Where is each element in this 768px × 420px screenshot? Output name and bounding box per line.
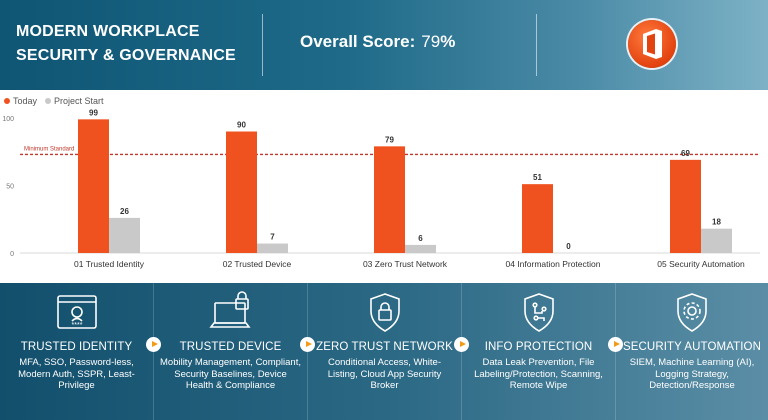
card-description: SIEM, Machine Learning (AI), Logging Str… <box>629 357 755 391</box>
data-label: 18 <box>712 218 721 227</box>
category-label: 04 Information Protection <box>506 259 601 269</box>
card-info-protection: Info Protection Data Leak Prevention, Fi… <box>462 283 615 420</box>
data-label: 6 <box>418 234 423 243</box>
card-zero-trust-network: Zero Trust Network Conditional Access, W… <box>308 283 461 420</box>
bar-today <box>226 131 257 253</box>
card-title: Zero Trust Network <box>316 341 453 353</box>
next-arrow-icon[interactable] <box>454 337 469 352</box>
card-description: Mobility Management, Compliant, Security… <box>160 357 301 391</box>
legend-swatch <box>4 98 10 104</box>
card-title: Security Automation <box>622 341 761 353</box>
legend-label: Project Start <box>54 96 104 106</box>
data-label: 7 <box>270 233 275 242</box>
score-unit: % <box>440 32 456 51</box>
card-title: Trusted Device <box>179 341 282 353</box>
bar-project-start <box>257 243 288 253</box>
score-chart: 0 50 100 Minimum Standard 99 26 01 Trusted Ide… <box>0 108 768 278</box>
header-banner: Modern Workplace Security & Governance O… <box>0 0 768 90</box>
next-arrow-icon[interactable] <box>146 337 161 352</box>
pillar-cards: **** Trusted Identity MFA, SSO, Password… <box>0 283 768 420</box>
identity-login-icon: **** <box>49 291 105 335</box>
office-logo-icon <box>628 20 676 68</box>
legend-item-today: Today <box>4 96 37 106</box>
bar-today <box>522 184 553 253</box>
svg-text:****: **** <box>71 322 82 329</box>
data-label: 0 <box>566 242 571 251</box>
shield-lock-icon <box>357 291 413 335</box>
card-description: Data Leak Prevention, File Labeling/Prot… <box>474 357 603 391</box>
card-security-automation: Security Automation SIEM, Machine Learni… <box>616 283 768 420</box>
overall-score: Overall Score: 79% <box>300 32 455 52</box>
shield-circuit-icon <box>511 291 567 335</box>
legend-label: Today <box>13 96 38 106</box>
card-trusted-identity: **** Trusted Identity MFA, SSO, Password… <box>0 283 153 420</box>
data-label: 79 <box>385 135 394 144</box>
category-label: 05 Security Automation <box>657 259 745 269</box>
bar-today <box>670 159 701 253</box>
chart-legend: Today Project Start <box>4 96 104 106</box>
next-arrow-icon[interactable] <box>608 337 623 352</box>
legend-swatch <box>45 98 52 104</box>
laptop-lock-icon <box>203 291 259 335</box>
card-description: MFA, SSO, Password-less, Modern Auth, SS… <box>18 357 135 391</box>
bar-chart-svg: 0 50 100 Minimum Standard 99 26 01 Trusted Ide… <box>2 108 760 269</box>
card-trusted-device: Trusted Device Mobility Management, Comp… <box>154 283 307 420</box>
legend-item-project-start: Project Start <box>45 96 104 106</box>
data-label: 90 <box>237 121 246 130</box>
header-divider <box>262 14 263 76</box>
card-title: Trusted Identity <box>20 341 133 353</box>
data-label: 26 <box>120 207 129 216</box>
score-value: 79 <box>421 32 441 51</box>
bar-project-start <box>405 244 436 253</box>
header-divider <box>536 14 537 76</box>
y-tick-label: 100 <box>2 116 14 123</box>
data-label: 51 <box>533 173 542 182</box>
data-label: 99 <box>89 108 98 117</box>
y-tick-label: 0 <box>10 251 14 258</box>
next-arrow-icon[interactable] <box>300 337 315 352</box>
data-label: 69 <box>681 149 690 158</box>
shield-gear-icon <box>664 291 720 335</box>
card-title: Info Protection <box>484 341 593 353</box>
category-label: 01 Trusted Identity <box>74 259 145 269</box>
card-description: Conditional Access, White-Listing, Cloud… <box>327 357 442 391</box>
bar-today <box>374 146 405 253</box>
page-title: Modern Workplace Security & Governance <box>16 23 236 64</box>
score-label: Overall Score: <box>300 32 416 51</box>
reference-line-label: Minimum Standard <box>24 146 74 152</box>
y-tick-label: 50 <box>6 184 14 191</box>
category-label: 03 Zero Trust Network <box>363 259 448 269</box>
bar-today <box>78 119 109 253</box>
bar-project-start <box>701 228 732 253</box>
category-label: 02 Trusted Device <box>223 259 292 269</box>
bar-project-start <box>109 217 140 253</box>
